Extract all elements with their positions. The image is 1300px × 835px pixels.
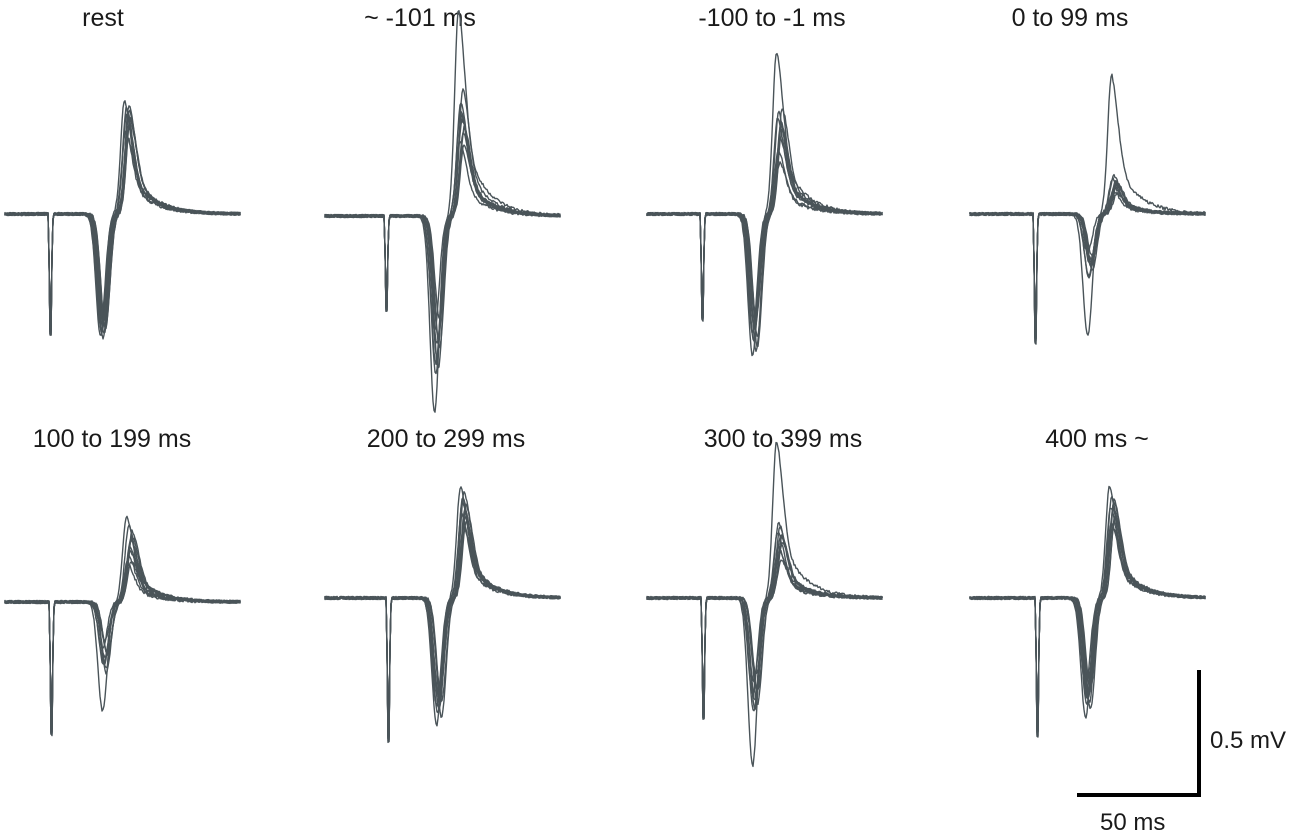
panel-title-pre-100-to-1: -100 to -1 ms	[698, 4, 845, 32]
trace-line	[324, 497, 561, 740]
trace-line	[4, 105, 241, 340]
panel-title-200-to-299: 200 to 299 ms	[367, 425, 525, 453]
trace-line	[4, 129, 241, 331]
trace-line	[646, 128, 883, 352]
trace-line	[4, 545, 241, 737]
panel-title-rest: rest	[82, 4, 124, 32]
trace-line	[324, 521, 561, 744]
panel-traces-rest	[4, 100, 241, 340]
trace-line	[969, 73, 1206, 336]
trace-line	[646, 52, 883, 357]
trace-line	[969, 187, 1206, 337]
trace-line	[324, 503, 561, 741]
trace-line	[324, 502, 561, 740]
panel-traces-0-to-99	[969, 73, 1206, 345]
panel-traces-pre-100-to-1	[646, 52, 883, 357]
trace-line	[969, 498, 1206, 731]
panel-title-400-on: 400 ms ~	[1045, 425, 1149, 453]
trace-line	[4, 562, 241, 729]
panel-traces-pre-101	[324, 9, 561, 413]
trace-line	[4, 561, 241, 731]
trace-line	[324, 515, 561, 737]
panel-title-100-to-199: 100 to 199 ms	[33, 425, 191, 453]
trace-line	[646, 559, 883, 715]
trace-line	[646, 526, 883, 712]
trace-line	[4, 515, 241, 727]
trace-line	[969, 186, 1206, 345]
panel-traces-200-to-299	[324, 486, 561, 744]
panel-title-300-to-399: 300 to 399 ms	[704, 425, 862, 453]
trace-line	[646, 521, 883, 720]
trace-line	[324, 507, 561, 738]
trace-line	[646, 120, 883, 337]
time-scale-label: 50 ms	[1100, 809, 1165, 835]
trace-line	[969, 181, 1206, 337]
trace-line	[324, 131, 561, 319]
panel-title-0-to-99: 0 to 99 ms	[1012, 4, 1129, 32]
voltage-scale-label: 0.5 mV	[1210, 727, 1286, 754]
panel-traces-300-to-399	[646, 441, 883, 768]
trace-line	[4, 106, 241, 336]
trace-line	[324, 512, 561, 736]
trace-line	[969, 182, 1206, 343]
trace-line	[646, 117, 883, 325]
panel-title-pre-101: ~ -101 ms	[364, 4, 476, 32]
trace-line	[4, 109, 241, 331]
trace-line	[4, 536, 241, 730]
trace-line	[4, 534, 241, 734]
panel-traces-100-to-199	[4, 515, 241, 737]
panel-traces-400-on	[969, 485, 1206, 738]
